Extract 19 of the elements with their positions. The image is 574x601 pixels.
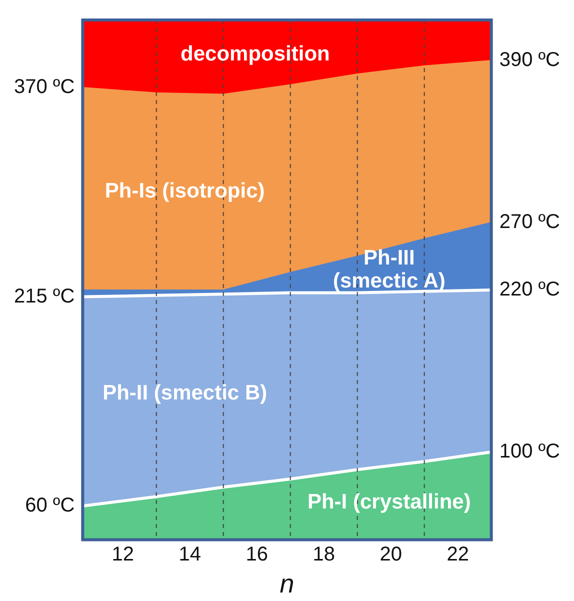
series-label: Ph-I (crystalline) [307, 490, 471, 514]
y2-tick-label: 390 ºC [499, 49, 560, 72]
series-label: Ph-III (smectic A) [332, 246, 446, 292]
x-tick-label: 12 [112, 543, 134, 566]
series-label: Ph-II (smectic B) [102, 382, 268, 405]
series-label: decomposition [180, 42, 330, 66]
x-tick-label: 22 [446, 543, 469, 566]
y2-tick-label: 270 ºC [499, 211, 560, 234]
series-label: Ph-Is (isotropic) [104, 180, 265, 203]
y-tick-label: 60 ºC [25, 494, 75, 517]
x-tick-label: 18 [312, 543, 335, 566]
x-tick-label: 16 [246, 543, 268, 566]
y2-tick-label: 220 ºC [499, 278, 560, 301]
x-axis-title: n [280, 568, 294, 599]
y-tick-label: 370 ºC [14, 76, 75, 98]
x-tick-label: 20 [380, 543, 402, 566]
y-tick-label: 215 ºC [14, 285, 75, 308]
y2-tick-label: 100 ºC [499, 440, 560, 463]
x-tick-label: 14 [178, 543, 201, 566]
